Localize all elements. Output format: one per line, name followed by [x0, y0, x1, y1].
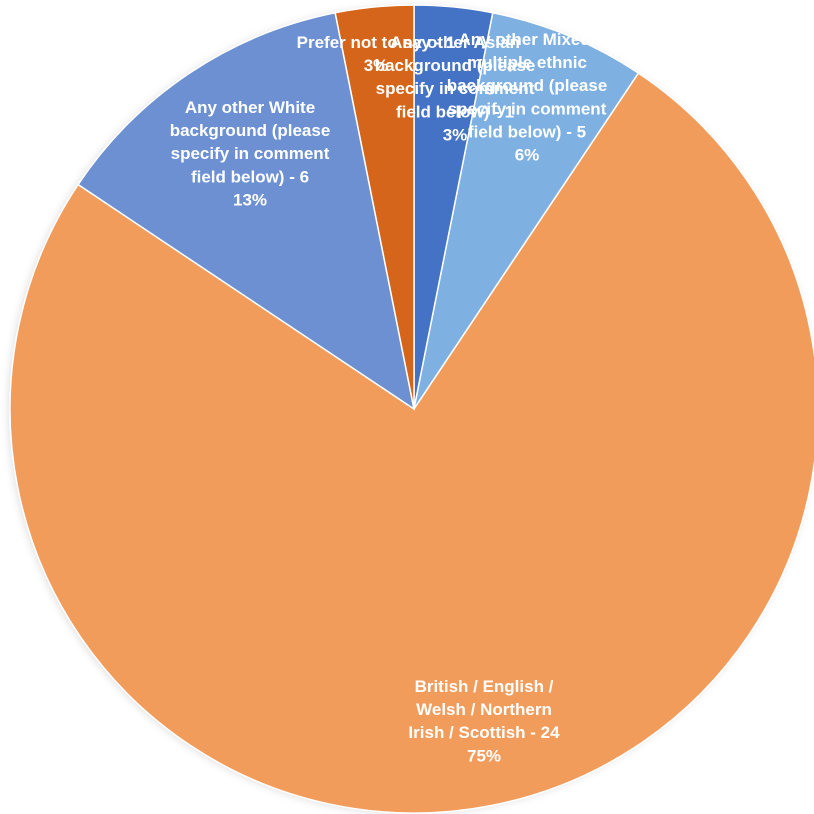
slice-label-line: specify in comment	[171, 144, 330, 163]
slice-label-line: background (please	[170, 121, 331, 140]
slice-label-line: 3%	[443, 125, 468, 144]
pie-slice-4	[77, 11, 416, 411]
slice-label-line: background (please	[447, 76, 608, 95]
pie-slice-5	[334, 4, 415, 410]
slice-label-4: Any other White background (please specify…	[170, 98, 331, 209]
slice-label-line: background (please	[375, 56, 536, 75]
slice-label-line: 13%	[233, 190, 267, 209]
pie-labels: Any other Asian background (please specify…	[170, 30, 608, 765]
slice-label-line: 75%	[467, 746, 501, 765]
slice-label-line: Welsh / Northern	[416, 700, 552, 719]
slice-label-line: Any other White	[185, 98, 315, 117]
pie-slices	[9, 4, 814, 814]
slice-label-line: field below) - 6	[191, 167, 309, 186]
slice-label-1: Any other Asian background (please specify…	[375, 33, 536, 144]
slice-label-line: specify in comment	[448, 99, 607, 118]
pie-slice-3	[9, 72, 814, 814]
slice-label-line: field below) - 5	[468, 122, 586, 141]
slice-label-2: Any other Mixed/multiple ethnic backgroun…	[447, 30, 608, 165]
slice-label-line: Any other Mixed/	[459, 30, 596, 49]
slice-label-line: Any other Asian	[390, 33, 520, 52]
slice-label-line: field below) - 1	[396, 102, 514, 121]
slice-label-line: multiple ethnic	[467, 53, 587, 72]
slice-label-line: 3%	[364, 56, 389, 75]
slice-label-line: British / English /	[415, 677, 554, 696]
slice-label-line: Prefer not to say - 1	[297, 33, 456, 52]
slice-label-line: 6%	[515, 146, 540, 165]
slice-label-5: Prefer not to say - 1 3%	[297, 33, 456, 75]
slice-label-line: Irish / Scottish - 24	[408, 723, 560, 742]
pie-slice-2	[413, 11, 640, 410]
slice-label-line: specify in comment	[376, 79, 535, 98]
slice-label-3: British / English / Welsh / Northern Irish…	[408, 677, 560, 765]
